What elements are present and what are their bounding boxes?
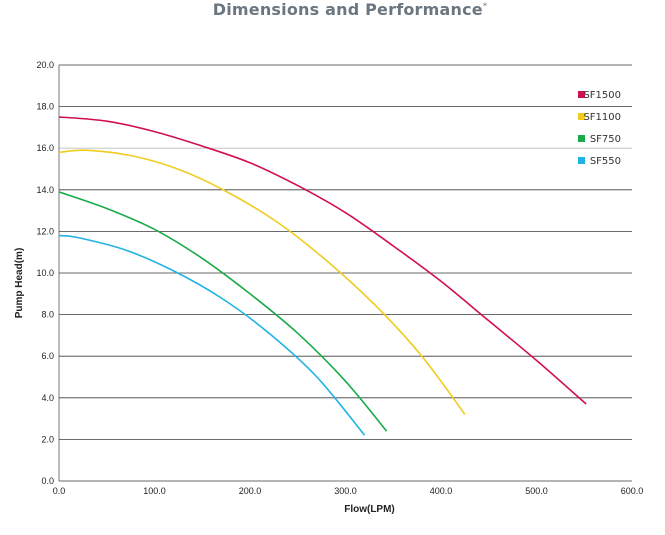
- legend-swatch-sf1500: [578, 91, 585, 98]
- y-tick-label: 20.0: [36, 60, 54, 70]
- legend-swatch-sf750: [578, 135, 585, 142]
- x-tick-label: 300.0: [334, 486, 357, 496]
- y-tick-label: 2.0: [41, 434, 54, 444]
- legend-label-sf750: SF750: [590, 134, 621, 145]
- y-tick-label: 18.0: [36, 102, 54, 112]
- legend-swatch-sf1100: [578, 113, 585, 120]
- title-footnote-mark: *: [482, 1, 488, 11]
- series-line-sf1100: [58, 149, 466, 415]
- x-tick-label: 0.0: [53, 486, 66, 496]
- x-tick-label: 400.0: [430, 486, 453, 496]
- y-tick-label: 6.0: [41, 351, 54, 361]
- page-title-text: Dimensions and Performance: [212, 0, 483, 19]
- y-tick-label: 0.0: [41, 476, 54, 486]
- series-line-sf550: [58, 234, 366, 436]
- y-tick-label: 10.0: [36, 268, 54, 278]
- y-axis-title: Pump Head(m): [14, 248, 25, 319]
- x-tick-label: 500.0: [525, 486, 548, 496]
- axes: 0.0 2.0 4.0 6.0 8.0 10.0 12.0 14.0 16.0 18.0 20.0 0…: [14, 60, 643, 515]
- series-lines: [58, 116, 587, 436]
- legend-label-sf1500: SF1500: [583, 90, 621, 101]
- y-tick-label: 8.0: [41, 310, 54, 320]
- y-tick-label: 14.0: [36, 185, 54, 195]
- legend-label-sf550: SF550: [590, 156, 621, 167]
- y-tick-label: 16.0: [36, 143, 54, 153]
- legend-label-sf1100: SF1100: [583, 112, 621, 123]
- legend: SF1500 SF1100 SF750 SF550: [578, 90, 621, 167]
- x-tick-label: 600.0: [621, 486, 644, 496]
- y-tick-label: 4.0: [41, 393, 54, 403]
- legend-swatch-sf550: [578, 157, 585, 164]
- y-tick-label: 12.0: [36, 226, 54, 236]
- series-line-sf1500: [58, 116, 587, 405]
- gridlines: [59, 64, 632, 440]
- series-line-sf750: [58, 191, 388, 432]
- x-tick-label: 100.0: [143, 486, 166, 496]
- page-title: Dimensions and Performance*: [0, 0, 665, 19]
- x-axis-title: Flow(LPM): [344, 504, 395, 515]
- x-tick-label: 200.0: [239, 486, 262, 496]
